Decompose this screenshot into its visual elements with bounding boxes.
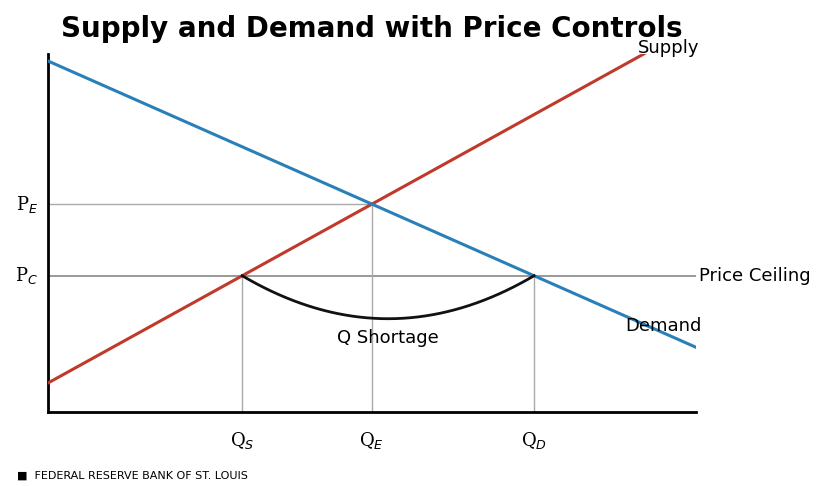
Text: P$_C$: P$_C$ bbox=[15, 265, 38, 286]
Text: Supply: Supply bbox=[638, 39, 700, 57]
Text: Price Ceiling: Price Ceiling bbox=[700, 267, 811, 285]
Text: Demand: Demand bbox=[624, 316, 701, 334]
Title: Supply and Demand with Price Controls: Supply and Demand with Price Controls bbox=[61, 15, 683, 43]
Text: ■  FEDERAL RESERVE BANK OF ST. LOUIS: ■ FEDERAL RESERVE BANK OF ST. LOUIS bbox=[17, 471, 248, 481]
Text: Q$_E$: Q$_E$ bbox=[359, 430, 384, 451]
Text: P$_E$: P$_E$ bbox=[16, 193, 38, 215]
Text: Q$_S$: Q$_S$ bbox=[230, 430, 254, 451]
Text: Q$_D$: Q$_D$ bbox=[521, 430, 547, 451]
Text: Q Shortage: Q Shortage bbox=[337, 330, 439, 347]
